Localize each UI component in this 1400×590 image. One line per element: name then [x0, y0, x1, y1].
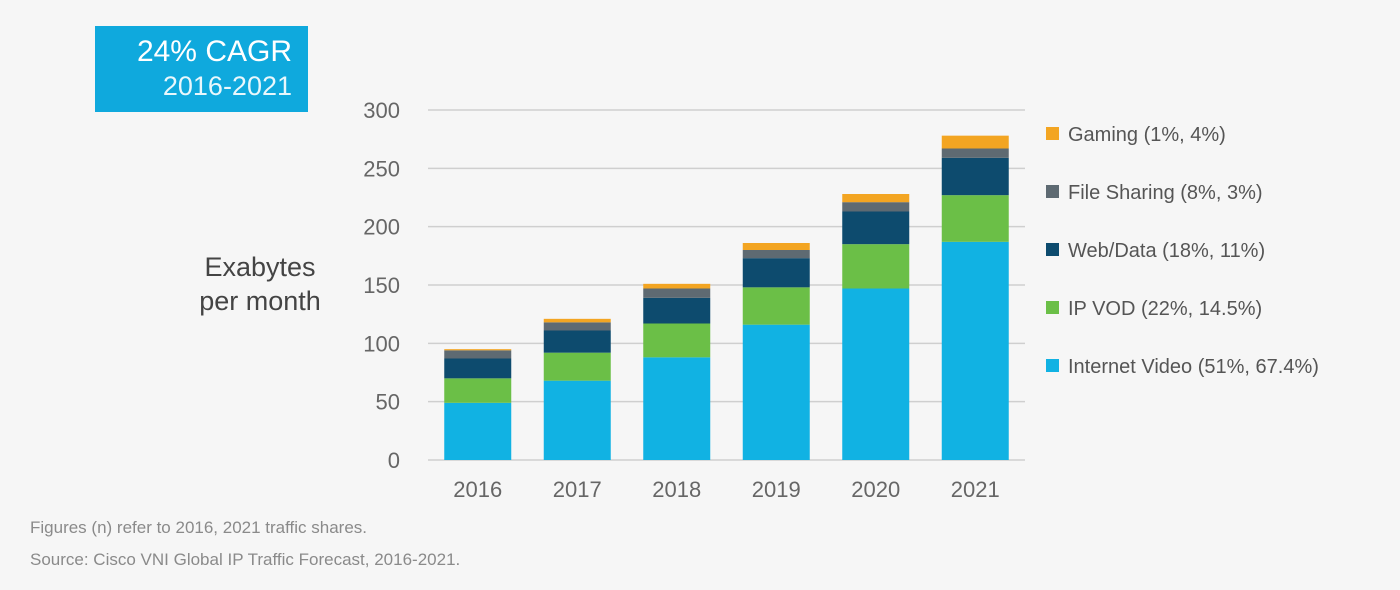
y-axis-label: Exabytes per month	[180, 250, 340, 318]
bar-segment	[643, 288, 711, 298]
legend-label: Internet Video (51%, 67.4%)	[1068, 356, 1319, 378]
legend-item: Web/Data (18%, 11%)	[1046, 240, 1265, 262]
x-tick-label: 2020	[851, 477, 900, 502]
footnote-source: Source: Cisco VNI Global IP Traffic Fore…	[30, 550, 461, 569]
bar-segment	[842, 244, 910, 289]
bar-segment	[543, 352, 611, 381]
bar-segment	[643, 297, 711, 324]
legend-item: Gaming (1%, 4%)	[1046, 124, 1226, 146]
x-tick-label: 2017	[553, 477, 602, 502]
bar-segment	[742, 287, 810, 325]
bar-segment	[444, 378, 512, 403]
x-axis-ticks: 2016 2017 2018 2019 2020 2021	[453, 477, 999, 502]
bar-segment	[842, 202, 910, 212]
bar-stack-2021	[941, 135, 1009, 460]
bar-segment	[742, 250, 810, 259]
bar-segment	[643, 357, 711, 460]
legend-label: File Sharing (8%, 3%)	[1068, 182, 1263, 204]
legend-label: Web/Data (18%, 11%)	[1068, 240, 1265, 262]
bar-stack-2020	[842, 194, 910, 460]
bar-segment	[444, 350, 512, 359]
bar-segment	[543, 330, 611, 353]
footnote-shares: Figures (n) refer to 2016, 2021 traffic …	[30, 518, 368, 537]
bar-segment	[842, 211, 910, 245]
x-tick-label: 2019	[752, 477, 801, 502]
bar-segment	[444, 358, 512, 379]
legend-label: IP VOD (22%, 14.5%)	[1068, 298, 1262, 320]
bar-segment	[941, 135, 1009, 149]
y-axis-label-line-1: Exabytes	[204, 252, 316, 282]
bar-segment	[543, 380, 611, 460]
y-tick-label: 100	[363, 331, 400, 356]
bar-stack-2018	[643, 283, 711, 460]
x-tick-label: 2018	[652, 477, 701, 502]
cagr-period: 2016-2021	[162, 71, 292, 101]
y-tick-label: 250	[363, 156, 400, 181]
y-tick-label: 50	[376, 390, 400, 415]
x-tick-label: 2016	[453, 477, 502, 502]
bar-segment	[941, 195, 1009, 242]
y-tick-label: 150	[363, 273, 400, 298]
legend-swatch	[1046, 359, 1059, 372]
bar-segment	[842, 288, 910, 460]
legend-swatch	[1046, 243, 1059, 256]
cagr-title: 24% CAGR	[136, 35, 292, 68]
x-tick-label: 2021	[951, 477, 1000, 502]
bar-segment	[742, 324, 810, 460]
bar-segment	[543, 318, 611, 323]
legend-item: File Sharing (8%, 3%)	[1046, 182, 1263, 204]
y-tick-label: 0	[388, 448, 400, 473]
y-axis-label-line-2: per month	[199, 286, 321, 316]
footnote: Figures (n) refer to 2016, 2021 traffic …	[30, 512, 460, 576]
legend: Gaming (1%, 4%) File Sharing (8%, 3%) Web/…	[1046, 124, 1319, 378]
bar-stack-2016	[444, 349, 512, 460]
bar-segment	[941, 148, 1009, 158]
y-axis-ticks: 0 50 100 150 200 250 300	[363, 98, 400, 473]
y-tick-label: 200	[363, 215, 400, 240]
bar-segment	[643, 323, 711, 358]
legend-label: Gaming (1%, 4%)	[1068, 124, 1226, 146]
bar-segment	[543, 322, 611, 331]
bar-segment	[643, 283, 711, 289]
legend-item: IP VOD (22%, 14.5%)	[1046, 298, 1262, 320]
bar-segment	[444, 402, 512, 460]
y-tick-label: 300	[363, 98, 400, 123]
cagr-badge: 24% CAGR 2016-2021	[95, 26, 308, 112]
bar-stack-2017	[543, 318, 611, 460]
bar-segment	[444, 349, 512, 351]
legend-swatch	[1046, 127, 1059, 140]
legend-item: Internet Video (51%, 67.4%)	[1046, 356, 1319, 378]
bar-segment	[941, 157, 1009, 196]
legend-swatch	[1046, 301, 1059, 314]
bar-segment	[842, 194, 910, 203]
legend-swatch	[1046, 185, 1059, 198]
bar-segment	[742, 258, 810, 288]
bar-segment	[941, 241, 1009, 460]
bar-stack-2019	[742, 243, 810, 460]
bars	[444, 135, 1009, 460]
bar-segment	[742, 243, 810, 250]
gridlines	[428, 109, 1025, 461]
